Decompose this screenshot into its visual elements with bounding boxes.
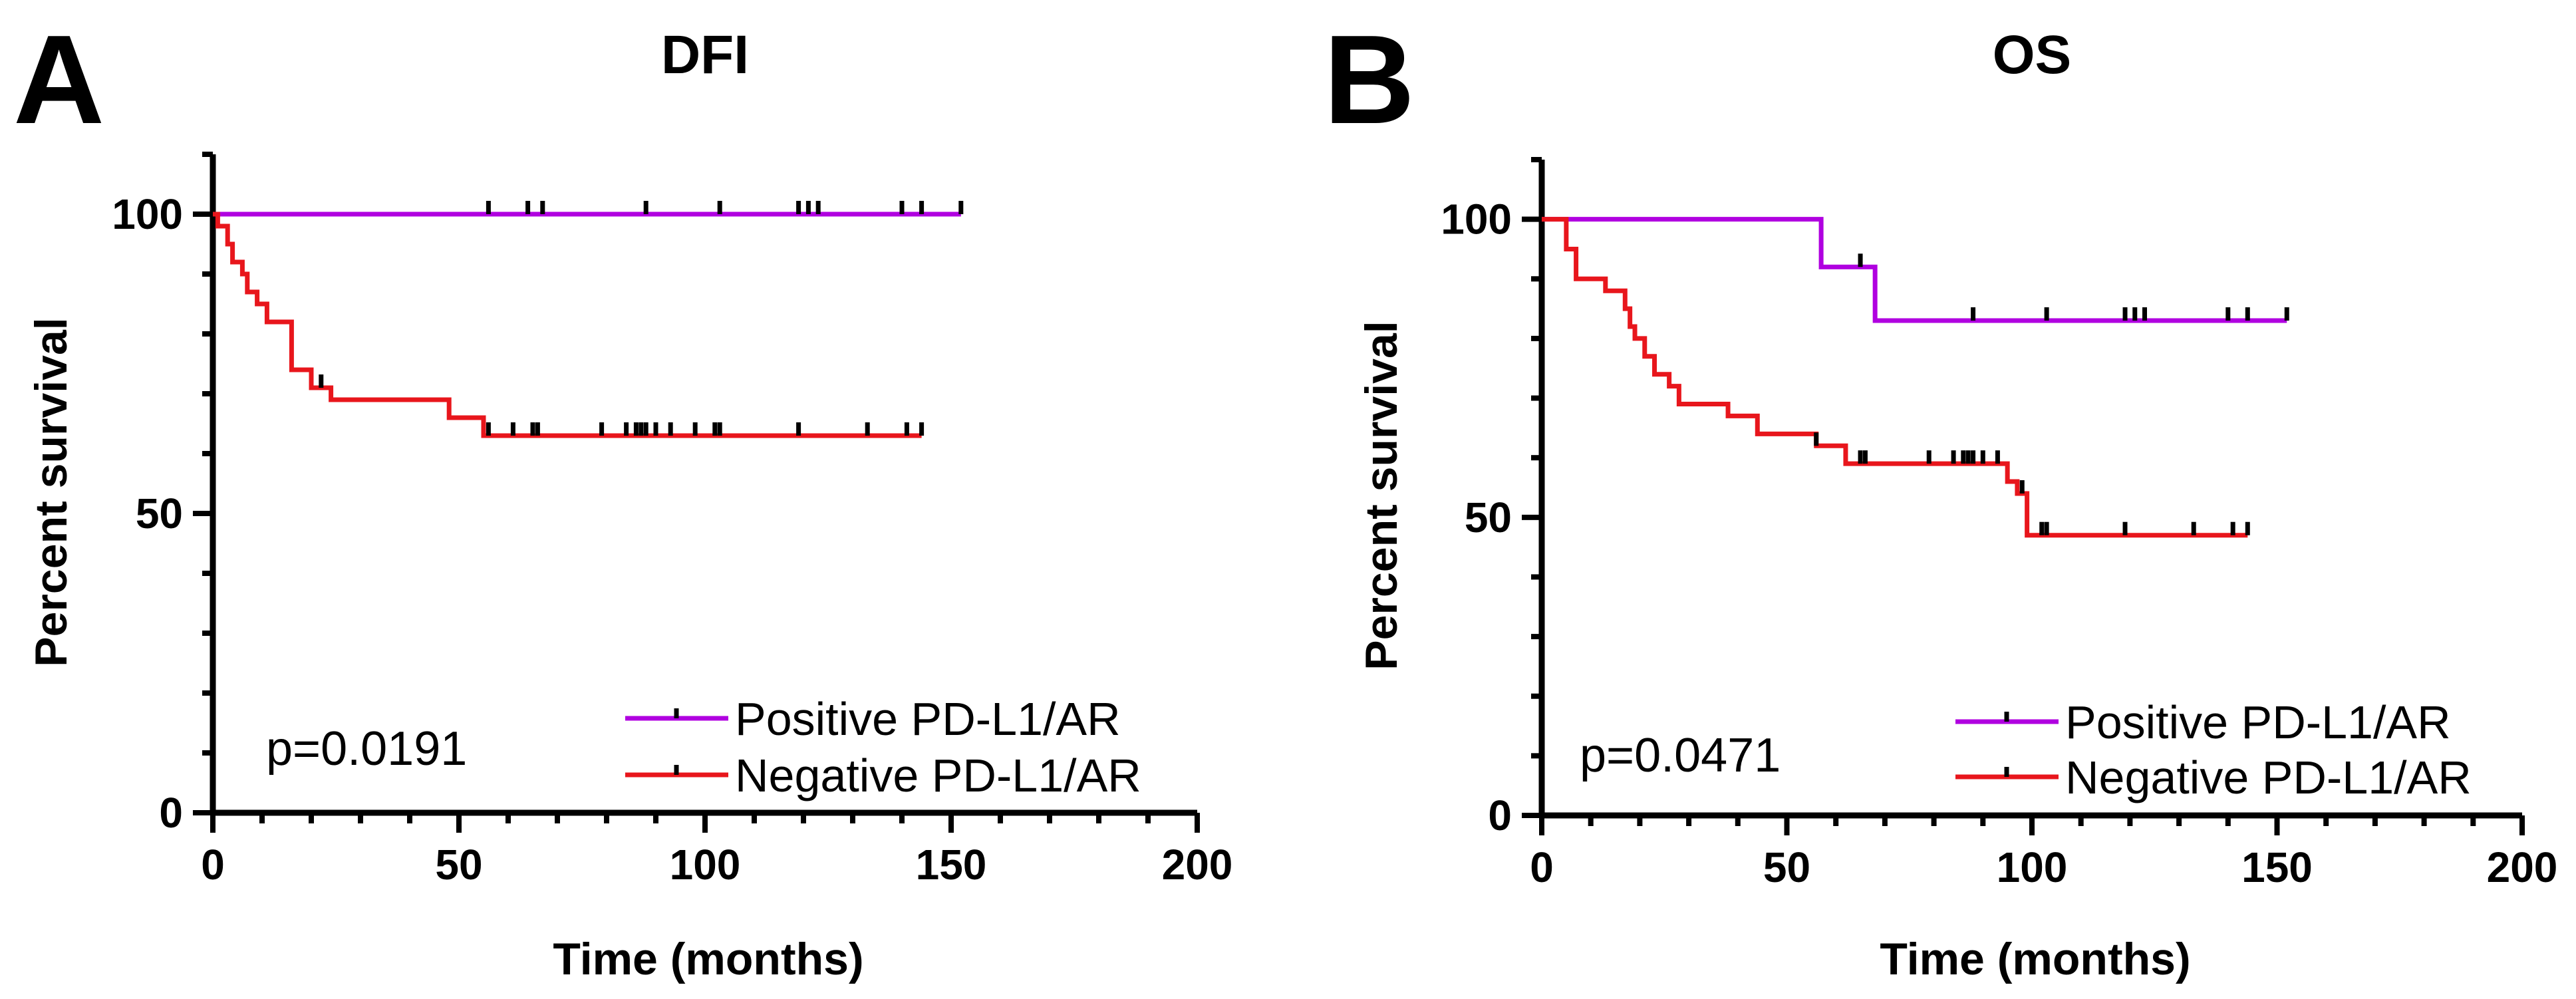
panel-letter: B [1324,9,1415,150]
y-axis-title: Percent survival [1356,321,1407,670]
x-tick-label: 0 [1530,843,1554,891]
legend-label-negative: Negative PD-L1/AR [2065,752,2472,803]
series-negative [213,212,925,438]
chart-panel-b: B OS Percent survival Time (months) 0 50 1… [1324,9,2557,984]
x-tick-label: 200 [1162,841,1233,889]
panel-letter: A [13,9,104,150]
x-tick-label: 0 [201,841,225,889]
legend: Positive PD-L1/AR Negative PD-L1/AR [625,693,1141,801]
legend: Positive PD-L1/AR Negative PD-L1/AR [1955,696,2472,803]
p-value-annotation: p=0.0471 [1580,729,1781,782]
legend-label-positive: Positive PD-L1/AR [735,693,1121,745]
series-layer [213,201,964,438]
x-axis-title: Time (months) [1880,934,2190,984]
legend-label-negative: Negative PD-L1/AR [735,750,1141,801]
survival-step-line [1542,217,2287,323]
series-negative [1542,217,2250,538]
legend-label-positive: Positive PD-L1/AR [2065,696,2451,748]
survival-step-line [213,212,922,438]
x-tick-label: 100 [1997,843,2068,891]
survival-step-line [1542,217,2248,538]
x-tick-label: 150 [2241,843,2313,891]
y-tick-label: 50 [1465,494,1512,541]
x-axis-title: Time (months) [553,934,863,984]
chart-title: DFI [661,25,749,85]
y-tick-label: 100 [1441,196,1512,243]
x-tick-label: 150 [916,841,987,889]
x-tick-label: 200 [2487,843,2558,891]
series-positive [213,201,964,217]
axis-ticks: 0 50 100 150 200 0 50 100 [112,152,1233,889]
y-tick-label: 0 [159,789,183,837]
series-positive [1542,217,2289,323]
x-tick-label: 100 [670,841,741,889]
axis-ticks: 0 50 100 150 200 0 50 100 [1441,157,2558,891]
chart-panel-a: A DFI Percent survival Time (months) 0 50… [13,9,1232,984]
x-tick-label: 50 [435,841,482,889]
y-tick-label: 0 [1488,791,1512,839]
chart-title: OS [1993,25,2071,85]
y-tick-label: 100 [112,190,183,238]
y-axis-title: Percent survival [26,317,76,666]
series-layer [1542,217,2289,538]
y-tick-label: 50 [136,490,183,537]
x-tick-label: 50 [1763,843,1810,891]
p-value-annotation: p=0.0191 [266,722,467,776]
